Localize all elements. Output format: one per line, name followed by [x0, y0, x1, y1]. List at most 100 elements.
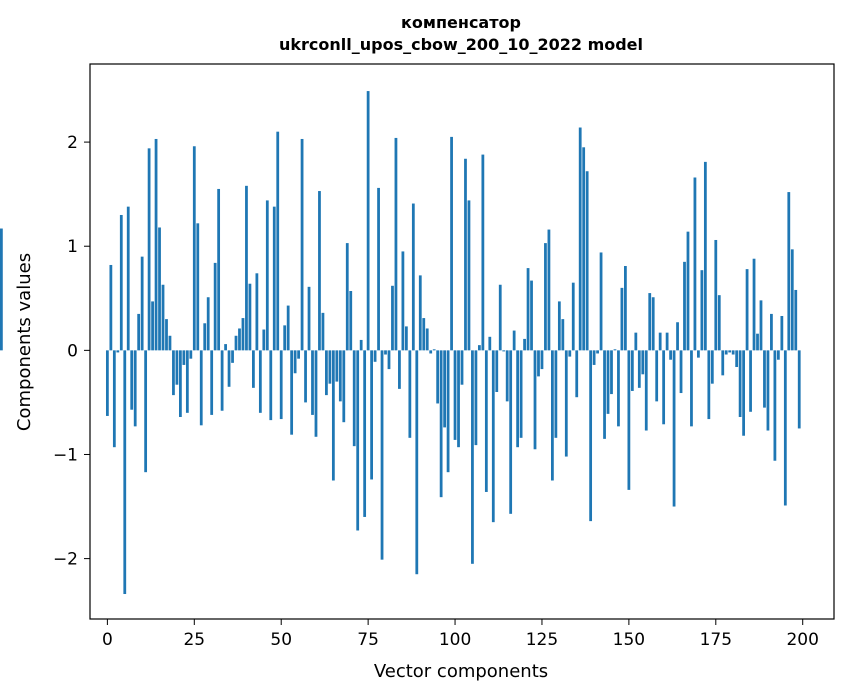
bar — [380, 350, 384, 560]
bar — [192, 146, 196, 351]
chart-subtitle: ukrconll_upos_cbow_200_10_2022 model — [279, 35, 643, 54]
bar — [731, 350, 735, 355]
bar — [144, 350, 148, 473]
bar — [516, 350, 520, 448]
bar — [276, 131, 280, 351]
bar — [293, 350, 297, 374]
bar — [526, 268, 530, 351]
bar — [0, 228, 3, 351]
bar — [161, 284, 165, 351]
bar — [617, 350, 620, 427]
bar — [770, 313, 773, 351]
y-axis-label: Components values — [14, 253, 35, 431]
bar — [432, 349, 436, 351]
bar — [794, 289, 798, 351]
bar — [272, 206, 276, 351]
bar — [575, 350, 579, 398]
bar — [530, 280, 533, 351]
bar — [512, 330, 516, 351]
bar — [133, 350, 137, 427]
bar — [290, 350, 294, 435]
bar — [255, 273, 259, 351]
bar — [634, 332, 638, 351]
bar — [637, 350, 641, 388]
bar — [669, 350, 672, 360]
bar — [662, 350, 666, 425]
bar — [175, 350, 179, 385]
bar — [790, 249, 794, 351]
bar — [262, 329, 266, 351]
bar — [592, 350, 596, 365]
bar — [749, 350, 752, 412]
bar — [359, 339, 363, 351]
bar — [415, 350, 419, 575]
bar — [401, 251, 405, 351]
bar — [182, 350, 186, 365]
bar — [554, 350, 558, 438]
x-tick-label: 25 — [183, 630, 205, 650]
bar — [763, 350, 766, 408]
bar — [540, 350, 544, 370]
y-tick-label: 2 — [67, 133, 78, 153]
bar — [335, 350, 339, 382]
bar — [568, 350, 572, 357]
bar — [234, 335, 238, 351]
bar — [231, 350, 234, 363]
y-tick-label: −1 — [53, 445, 78, 465]
bar — [394, 137, 398, 351]
bar — [519, 350, 523, 438]
bar — [547, 229, 551, 351]
bar — [474, 350, 478, 446]
bar — [495, 350, 499, 392]
bar — [613, 349, 617, 351]
bar — [206, 297, 210, 351]
bar — [773, 350, 777, 461]
bar — [606, 350, 610, 414]
bar — [509, 350, 513, 514]
bar — [258, 350, 262, 413]
bar — [523, 338, 526, 351]
bar — [105, 350, 109, 416]
bar — [189, 350, 193, 359]
bar — [544, 243, 547, 351]
bar — [130, 350, 134, 410]
x-tick-label: 125 — [526, 630, 558, 650]
bar — [158, 227, 161, 351]
x-axis-label: Vector components — [374, 661, 548, 682]
bar — [697, 350, 700, 358]
bar — [679, 350, 683, 394]
bar — [387, 350, 391, 370]
bar — [571, 282, 575, 351]
bar — [140, 256, 144, 351]
bar — [172, 350, 175, 396]
bar — [464, 158, 467, 351]
bar — [436, 350, 440, 404]
bar — [370, 350, 373, 480]
bar — [210, 350, 214, 415]
bar — [665, 332, 669, 351]
x-tick-label: 50 — [270, 630, 292, 650]
bar — [742, 350, 745, 436]
bar — [199, 350, 203, 426]
bar — [658, 332, 662, 351]
bar — [352, 350, 356, 447]
bar — [599, 252, 603, 351]
bar — [366, 91, 370, 351]
bar — [265, 200, 269, 351]
bar — [738, 350, 742, 417]
bar — [728, 350, 732, 353]
bar — [126, 206, 130, 351]
bar — [349, 291, 353, 351]
bar — [422, 318, 426, 351]
bar — [168, 335, 172, 351]
bar — [703, 161, 707, 351]
bar — [137, 313, 141, 351]
bar — [498, 284, 502, 351]
bar — [537, 350, 540, 377]
bar — [286, 305, 290, 351]
bar — [766, 350, 770, 431]
bar — [342, 350, 346, 423]
bar — [505, 350, 509, 402]
bar — [123, 350, 127, 595]
bar — [644, 350, 648, 431]
